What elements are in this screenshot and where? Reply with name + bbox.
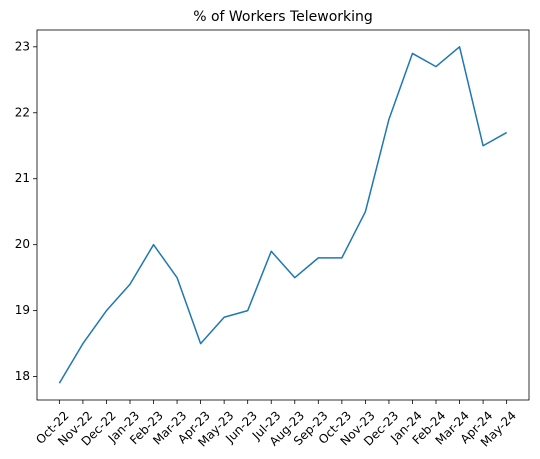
axes-frame [36,29,530,401]
y-tick-label: 23 [15,39,30,53]
y-tick-label: 21 [15,171,30,185]
y-tick-label: 20 [15,237,30,251]
y-tick-label: 18 [15,369,30,383]
chart-title: % of Workers Teleworking [193,9,373,25]
y-tick-label: 19 [15,303,30,317]
y-tick-label: 22 [15,105,30,119]
line [58,46,508,384]
